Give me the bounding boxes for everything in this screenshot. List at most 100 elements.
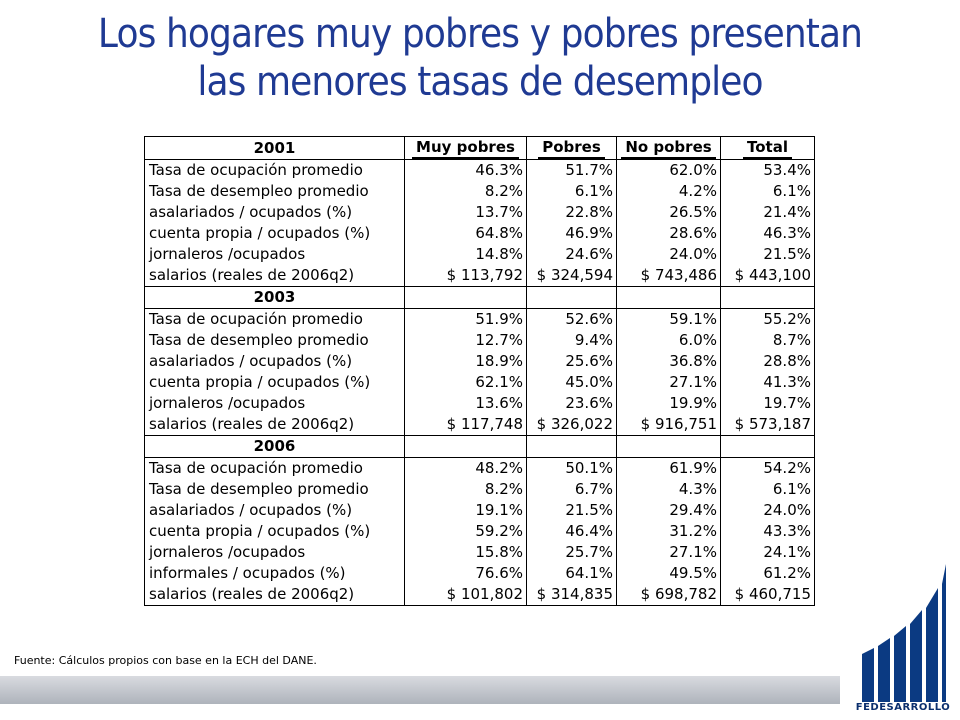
value-cell: 6.7% bbox=[526, 479, 617, 500]
fedesarrollo-logo-icon bbox=[862, 564, 946, 702]
table-row: salarios (reales de 2006q2) $ 101,802 $ 31… bbox=[144, 584, 815, 606]
year-label: 2006 bbox=[144, 435, 405, 458]
value-cell: 6.1% bbox=[720, 479, 815, 500]
value-cell: 4.3% bbox=[616, 479, 721, 500]
row-label: jornaleros /ocupados bbox=[144, 542, 405, 563]
value-cell: 19.1% bbox=[404, 500, 527, 521]
value-cell: 59.2% bbox=[404, 521, 527, 542]
value-cell: 24.0% bbox=[616, 244, 721, 265]
value-cell: 28.8% bbox=[720, 351, 815, 372]
year-row-spacer bbox=[616, 286, 721, 309]
value-cell: 52.6% bbox=[526, 308, 617, 330]
table-row: jornaleros /ocupados 14.8% 24.6% 24.0% 21.5% bbox=[144, 244, 815, 265]
row-label: jornaleros /ocupados bbox=[144, 244, 405, 265]
value-cell: 8.2% bbox=[404, 181, 527, 202]
column-header: No pobres bbox=[616, 136, 721, 160]
value-cell: $ 101,802 bbox=[404, 584, 527, 606]
row-label: cuenta propia / ocupados (%) bbox=[144, 372, 405, 393]
row-label: Tasa de ocupación promedio bbox=[144, 159, 405, 181]
year-row-spacer bbox=[616, 435, 721, 458]
table-row: cuenta propia / ocupados (%) 59.2% 46.4% 31… bbox=[144, 521, 815, 542]
value-cell: 50.1% bbox=[526, 457, 617, 479]
slide-title-line-2: las menores tasas de desempleo bbox=[197, 59, 763, 105]
table-row: asalariados / ocupados (%) 18.9% 25.6% 36.8… bbox=[144, 351, 815, 372]
year-header-row: 2003 bbox=[144, 286, 815, 309]
value-cell: $ 314,835 bbox=[526, 584, 617, 606]
column-header-label: Total bbox=[743, 138, 792, 159]
value-cell: $ 324,594 bbox=[526, 265, 617, 287]
employment-table: 2001 Muy pobres Pobres No pobres Total Tasa d… bbox=[144, 136, 815, 606]
value-cell: 48.2% bbox=[404, 457, 527, 479]
slide-title: Los hogares muy pobres y pobres presenta… bbox=[48, 10, 912, 106]
value-cell: 59.1% bbox=[616, 308, 721, 330]
value-cell: 62.0% bbox=[616, 159, 721, 181]
value-cell: 18.9% bbox=[404, 351, 527, 372]
row-label: Tasa de desempleo promedio bbox=[144, 330, 405, 351]
value-cell: 21.4% bbox=[720, 202, 815, 223]
table-row: Tasa de desempleo promedio 8.2% 6.7% 4.3% 6.… bbox=[144, 479, 815, 500]
table-row: cuenta propia / ocupados (%) 62.1% 45.0% 27… bbox=[144, 372, 815, 393]
value-cell: 19.9% bbox=[616, 393, 721, 414]
row-label: salarios (reales de 2006q2) bbox=[144, 414, 405, 436]
value-cell: 6.1% bbox=[720, 181, 815, 202]
value-cell: 53.4% bbox=[720, 159, 815, 181]
year-row-spacer bbox=[404, 286, 527, 309]
year-row-spacer bbox=[526, 286, 617, 309]
value-cell: 64.1% bbox=[526, 563, 617, 584]
value-cell: $ 460,715 bbox=[720, 584, 815, 606]
value-cell: 21.5% bbox=[526, 500, 617, 521]
logo-text: FEDESARROLLO bbox=[855, 702, 951, 713]
value-cell: 13.6% bbox=[404, 393, 527, 414]
value-cell: 23.6% bbox=[526, 393, 617, 414]
table-row: jornaleros /ocupados 13.6% 23.6% 19.9% 19.7% bbox=[144, 393, 815, 414]
row-label: Tasa de ocupación promedio bbox=[144, 457, 405, 479]
column-header: Total bbox=[720, 136, 815, 160]
value-cell: 27.1% bbox=[616, 542, 721, 563]
value-cell: 61.2% bbox=[720, 563, 815, 584]
value-cell: 46.3% bbox=[720, 223, 815, 244]
value-cell: 51.9% bbox=[404, 308, 527, 330]
table-row: asalariados / ocupados (%) 19.1% 21.5% 29.4… bbox=[144, 500, 815, 521]
row-label: Tasa de desempleo promedio bbox=[144, 479, 405, 500]
value-cell: 14.8% bbox=[404, 244, 527, 265]
value-cell: 24.6% bbox=[526, 244, 617, 265]
value-cell: 8.2% bbox=[404, 479, 527, 500]
value-cell: $ 326,022 bbox=[526, 414, 617, 436]
table-row: salarios (reales de 2006q2) $ 113,792 $ 32… bbox=[144, 265, 815, 287]
value-cell: 43.3% bbox=[720, 521, 815, 542]
value-cell: 61.9% bbox=[616, 457, 721, 479]
value-cell: 6.1% bbox=[526, 181, 617, 202]
year-row-spacer bbox=[404, 435, 527, 458]
table-row: Tasa de ocupación promedio 48.2% 50.1% 61.9… bbox=[144, 457, 815, 479]
row-label: Tasa de desempleo promedio bbox=[144, 181, 405, 202]
column-header: Muy pobres bbox=[404, 136, 527, 160]
value-cell: 28.6% bbox=[616, 223, 721, 244]
table-row: asalariados / ocupados (%) 13.7% 22.8% 26.5… bbox=[144, 202, 815, 223]
row-label: cuenta propia / ocupados (%) bbox=[144, 223, 405, 244]
value-cell: 51.7% bbox=[526, 159, 617, 181]
row-label: salarios (reales de 2006q2) bbox=[144, 265, 405, 287]
table-row: salarios (reales de 2006q2) $ 117,748 $ 32… bbox=[144, 414, 815, 436]
value-cell: 15.8% bbox=[404, 542, 527, 563]
year-label: 2001 bbox=[144, 136, 405, 160]
value-cell: 46.9% bbox=[526, 223, 617, 244]
value-cell: 25.7% bbox=[526, 542, 617, 563]
value-cell: 29.4% bbox=[616, 500, 721, 521]
footer-bar bbox=[0, 676, 840, 704]
value-cell: $ 743,486 bbox=[616, 265, 721, 287]
column-header-label: Pobres bbox=[538, 138, 605, 159]
value-cell: $ 698,782 bbox=[616, 584, 721, 606]
table-row: Tasa de ocupación promedio 51.9% 52.6% 59.1… bbox=[144, 308, 815, 330]
value-cell: 6.0% bbox=[616, 330, 721, 351]
value-cell: 46.3% bbox=[404, 159, 527, 181]
table-row: informales / ocupados (%) 76.6% 64.1% 49.5%… bbox=[144, 563, 815, 584]
value-cell: 8.7% bbox=[720, 330, 815, 351]
row-label: informales / ocupados (%) bbox=[144, 563, 405, 584]
row-label: salarios (reales de 2006q2) bbox=[144, 584, 405, 606]
value-cell: $ 443,100 bbox=[720, 265, 815, 287]
column-header-label: No pobres bbox=[621, 138, 716, 159]
value-cell: 54.2% bbox=[720, 457, 815, 479]
value-cell: 62.1% bbox=[404, 372, 527, 393]
value-cell: 26.5% bbox=[616, 202, 721, 223]
column-header: Pobres bbox=[526, 136, 617, 160]
